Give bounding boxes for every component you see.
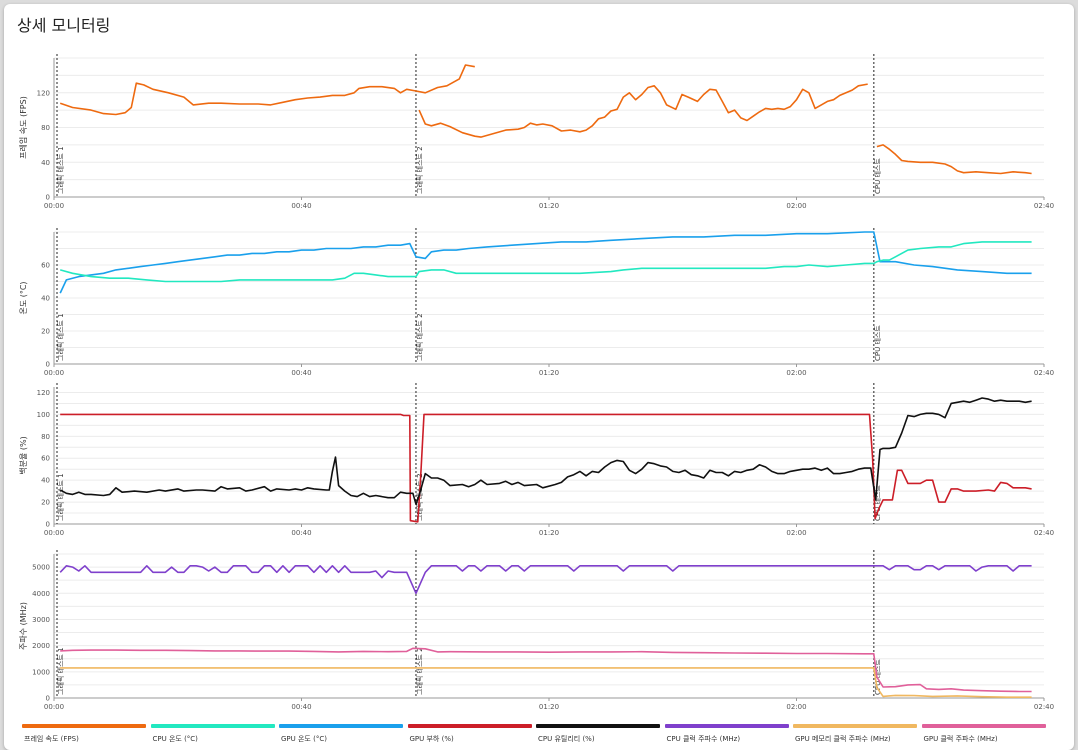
x-tick-label: 00:00 <box>44 369 64 377</box>
x-tick-label: 00:00 <box>44 703 64 711</box>
x-tick-label: 02:40 <box>1034 369 1054 377</box>
legend-item[interactable]: GPU 클럭 주파수 (MHz) <box>921 724 1046 744</box>
y-tick-label: 80 <box>41 433 50 441</box>
legend-swatch <box>536 724 660 728</box>
legend: 프레임 속도 (FPS) CPU 온도 (°C) GPU 온도 (°C) GPU 부하… <box>22 724 1052 744</box>
legend-label: CPU 온도 (°C) <box>152 735 198 743</box>
legend-label: GPU 온도 (°C) <box>281 735 327 743</box>
y-axis-label: 프레임 속도 (FPS) <box>19 96 28 159</box>
y-tick-label: 40 <box>41 159 50 167</box>
marker-label: 그래픽 테스트 1 <box>56 473 65 521</box>
legend-label: CPU 유틸리티 (%) <box>538 735 595 743</box>
y-tick-label: 60 <box>41 262 50 270</box>
y-tick-label: 5000 <box>32 564 50 572</box>
y-tick-label: 120 <box>37 389 50 397</box>
legend-label: GPU 클럭 주파수 (MHz) <box>923 735 998 743</box>
y-tick-label: 2000 <box>32 642 50 650</box>
legend-item[interactable]: CPU 클럭 주파수 (MHz) <box>664 724 789 744</box>
page-title: 상세 모니터링 <box>17 16 111 35</box>
y-tick-label: 100 <box>37 411 50 419</box>
y-tick-label: 0 <box>46 194 50 202</box>
x-tick-label: 01:20 <box>539 703 559 711</box>
x-tick-label: 02:00 <box>786 369 806 377</box>
marker-label: 그래픽 테스트 2 <box>415 313 424 361</box>
legend-label: GPU 부하 (%) <box>409 735 454 743</box>
x-tick-label: 02:40 <box>1034 202 1054 210</box>
y-tick-label: 120 <box>37 89 50 97</box>
marker-label: CPU 테스트 <box>874 485 882 521</box>
legend-item[interactable]: GPU 온도 (°C) <box>279 724 403 744</box>
x-tick-label: 01:20 <box>539 202 559 210</box>
y-tick-label: 20 <box>41 328 50 336</box>
legend-swatch <box>407 724 532 728</box>
x-tick-label: 00:40 <box>291 703 311 711</box>
y-tick-label: 60 <box>41 455 50 463</box>
y-axis-label: 백분율 (%) <box>18 436 28 474</box>
marker-label: 그래픽 테스트 1 <box>56 313 65 361</box>
marker-label: 그래픽 테스트 2 <box>415 146 424 194</box>
monitoring-panel: 상세 모니터링 0 40 80 120 00:00 00:40 01:20 02:00 02:4… <box>4 4 1074 750</box>
series-line <box>60 413 1032 523</box>
panel-4: 0 1000 2000 3000 4000 5000 00:00 00:40 01:20 02:0… <box>19 550 1054 711</box>
marker-label: 그래픽 테스트 1 <box>56 146 65 194</box>
marker-label: 그래픽 테스트 1 <box>56 647 65 695</box>
legend-swatch <box>279 724 403 728</box>
x-tick-label: 02:40 <box>1034 703 1054 711</box>
series-line <box>59 64 475 116</box>
legend-swatch <box>921 724 1046 728</box>
x-tick-label: 00:40 <box>291 369 311 377</box>
panel-1: 0 40 80 120 00:00 00:40 01:20 02:00 02:40 프레임 속도 … <box>19 54 1054 210</box>
legend-swatch <box>664 724 789 728</box>
series-line <box>876 144 1032 175</box>
x-tick-label: 00:00 <box>44 529 64 537</box>
x-tick-label: 01:20 <box>539 369 559 377</box>
x-tick-label: 02:40 <box>1034 529 1054 537</box>
y-tick-label: 3000 <box>32 616 50 624</box>
marker-label: CPU 테스트 <box>874 158 882 194</box>
y-tick-label: 1000 <box>32 668 50 676</box>
series-line <box>59 231 1032 294</box>
legend-label: 프레임 속도 (FPS) <box>24 735 79 743</box>
y-tick-label: 0 <box>46 361 50 369</box>
series-line <box>60 667 1032 698</box>
y-tick-label: 40 <box>41 295 50 303</box>
series-line <box>59 241 1032 283</box>
y-axis-label: 주파수 (MHz) <box>19 602 28 650</box>
series-line <box>59 565 1032 595</box>
legend-item[interactable]: 프레임 속도 (FPS) <box>22 724 146 744</box>
x-tick-label: 02:00 <box>786 202 806 210</box>
x-tick-label: 00:40 <box>291 202 311 210</box>
y-tick-label: 80 <box>41 124 50 132</box>
x-tick-label: 01:20 <box>539 529 559 537</box>
x-tick-label: 02:00 <box>786 529 806 537</box>
series-line <box>59 397 1032 506</box>
legend-item[interactable]: GPU 메모리 클럭 주파수 (MHz) <box>793 724 917 744</box>
legend-swatch <box>793 724 917 728</box>
legend-item[interactable]: GPU 부하 (%) <box>407 724 532 744</box>
x-tick-label: 02:00 <box>786 703 806 711</box>
y-tick-label: 4000 <box>32 590 50 598</box>
y-tick-label: 40 <box>41 477 50 485</box>
chart-area: 0 40 80 120 00:00 00:40 01:20 02:00 02:40 프레임 속도 … <box>18 54 1054 711</box>
x-tick-label: 00:00 <box>44 202 64 210</box>
y-tick-label: 0 <box>46 521 50 529</box>
x-tick-label: 00:40 <box>291 529 311 537</box>
y-axis-label: 온도 (°C) <box>19 281 28 314</box>
legend-label: GPU 메모리 클럭 주파수 (MHz) <box>795 735 891 743</box>
panel-3: 0 20 40 60 80 100 120 00:00 00:40 01:20 02:00 02:40… <box>18 383 1054 537</box>
series-line <box>60 647 1032 693</box>
marker-label: 그래픽 테스트 2 <box>415 647 424 695</box>
legend-swatch <box>22 724 146 728</box>
series-line <box>418 83 868 138</box>
legend-item[interactable]: CPU 유틸리티 (%) <box>536 724 660 744</box>
marker-label: CPU 테스트 <box>874 659 882 695</box>
y-tick-label: 20 <box>41 499 50 507</box>
legend-swatch <box>150 724 275 728</box>
panel-2: 0 20 40 60 00:00 00:40 01:20 02:00 02:40 온도 (°C) 그… <box>19 228 1054 377</box>
legend-label: CPU 클럭 주파수 (MHz) <box>666 735 741 743</box>
y-tick-label: 0 <box>46 695 50 703</box>
legend-item[interactable]: CPU 온도 (°C) <box>150 724 275 744</box>
marker-label: CPU 테스트 <box>874 325 882 361</box>
